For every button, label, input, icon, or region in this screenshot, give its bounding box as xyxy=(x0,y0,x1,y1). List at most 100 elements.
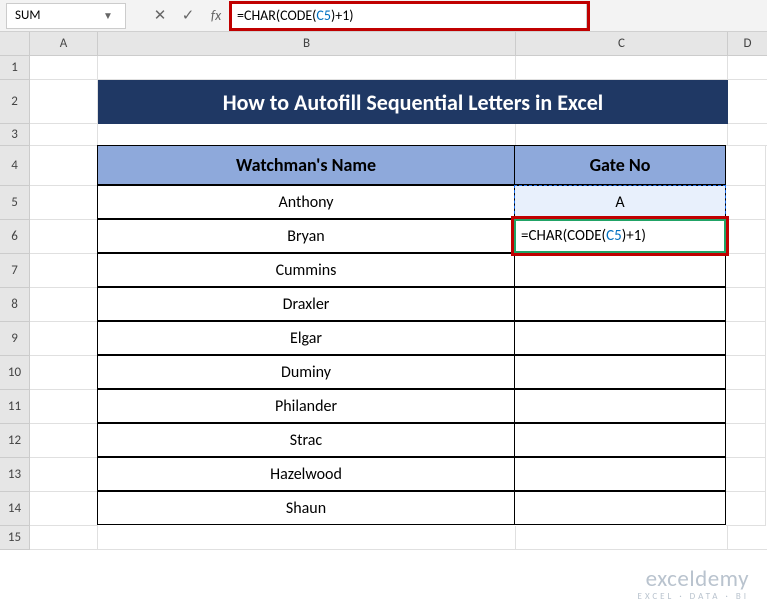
cell-A7[interactable] xyxy=(30,254,98,288)
cell-D2[interactable] xyxy=(728,80,767,124)
row-header-15[interactable]: 15 xyxy=(0,526,30,550)
formula-cancel-button[interactable]: ✕ xyxy=(146,3,174,29)
row-header-7[interactable]: 7 xyxy=(0,254,30,288)
cell-name-12[interactable]: Strac xyxy=(97,423,515,457)
cell-D8[interactable] xyxy=(726,288,766,322)
cell-gate-9[interactable] xyxy=(514,321,726,355)
cell-D5[interactable] xyxy=(726,186,766,220)
cell-gate-7[interactable] xyxy=(514,253,726,287)
cell-A14[interactable] xyxy=(30,492,98,526)
cell-D3[interactable] xyxy=(728,124,767,146)
cell-B15[interactable] xyxy=(98,526,516,550)
watermark: exceldemy EXCEL · DATA · BI xyxy=(638,567,749,602)
cell-D14[interactable] xyxy=(726,492,766,526)
cell-D11[interactable] xyxy=(726,390,766,424)
cell-A12[interactable] xyxy=(30,424,98,458)
cell-A8[interactable] xyxy=(30,288,98,322)
cell-gate-11[interactable] xyxy=(514,389,726,423)
cell-gate-13[interactable] xyxy=(514,457,726,491)
cell-name-13[interactable]: Hazelwood xyxy=(97,457,515,491)
row-header-9[interactable]: 9 xyxy=(0,322,30,356)
header-gate: Gate No xyxy=(514,145,726,185)
row-12: Strac xyxy=(30,424,767,458)
cell-A4[interactable] xyxy=(30,146,98,186)
cell-D4[interactable] xyxy=(726,146,766,186)
row-8: Draxler xyxy=(30,288,767,322)
cell-C3[interactable] xyxy=(516,124,728,146)
row-header-2[interactable]: 2 xyxy=(0,80,30,124)
cell-gate-8[interactable] xyxy=(514,287,726,321)
cell-A6[interactable] xyxy=(30,220,98,254)
row-header-4[interactable]: 4 xyxy=(0,146,30,186)
cell-A2[interactable] xyxy=(30,80,98,124)
cell-A3[interactable] xyxy=(30,124,98,146)
cell-A5[interactable] xyxy=(30,186,98,220)
row-3 xyxy=(30,124,767,146)
cell-gate-12[interactable] xyxy=(514,423,726,457)
select-all-corner[interactable] xyxy=(0,32,30,56)
column-header-B[interactable]: B xyxy=(98,32,516,56)
cell-gate-5[interactable]: A xyxy=(514,185,726,219)
row-header-5[interactable]: 5 xyxy=(0,186,30,220)
row-headers: 123456789101112131415 xyxy=(0,56,30,550)
cell-A9[interactable] xyxy=(30,322,98,356)
cell-A13[interactable] xyxy=(30,458,98,492)
cell-A10[interactable] xyxy=(30,356,98,390)
row-header-6[interactable]: 6 xyxy=(0,220,30,254)
row-15 xyxy=(30,526,767,550)
grid: How to Autofill Sequential Letters in Ex… xyxy=(30,56,767,550)
row-4: Watchman's NameGate No xyxy=(30,146,767,186)
cell-name-7[interactable]: Cummins xyxy=(97,253,515,287)
row-header-12[interactable]: 12 xyxy=(0,424,30,458)
cell-name-8[interactable]: Draxler xyxy=(97,287,515,321)
cell-D13[interactable] xyxy=(726,458,766,492)
formula-bar: SUM ▼ ✕ ✓ fx =CHAR(CODE(C5)+1) xyxy=(0,0,767,32)
row-1 xyxy=(30,56,767,80)
cell-D15[interactable] xyxy=(728,526,767,550)
cell-D6[interactable] xyxy=(726,220,766,254)
column-header-A[interactable]: A xyxy=(30,32,98,56)
formula-input[interactable]: =CHAR(CODE(C5)+1) xyxy=(230,3,587,29)
row-11: Philander xyxy=(30,390,767,424)
name-box[interactable]: SUM ▼ xyxy=(6,3,126,29)
cell-C1[interactable] xyxy=(516,56,728,80)
cell-name-6[interactable]: Bryan xyxy=(97,219,515,253)
row-header-10[interactable]: 10 xyxy=(0,356,30,390)
column-headers: ABCD xyxy=(30,32,767,56)
title-cell: How to Autofill Sequential Letters in Ex… xyxy=(98,80,728,124)
cell-name-14[interactable]: Shaun xyxy=(97,491,515,525)
cell-gate-10[interactable] xyxy=(514,355,726,389)
name-box-value: SUM xyxy=(15,8,40,23)
cell-gate-6[interactable]: =CHAR(CODE(C5)+1) xyxy=(514,219,726,253)
cell-D12[interactable] xyxy=(726,424,766,458)
name-box-dropdown-icon[interactable]: ▼ xyxy=(99,9,117,22)
cell-D9[interactable] xyxy=(726,322,766,356)
cell-name-9[interactable]: Elgar xyxy=(97,321,515,355)
row-header-8[interactable]: 8 xyxy=(0,288,30,322)
cell-name-10[interactable]: Duminy xyxy=(97,355,515,389)
row-header-11[interactable]: 11 xyxy=(0,390,30,424)
row-header-1[interactable]: 1 xyxy=(0,56,30,80)
formula-enter-button[interactable]: ✓ xyxy=(174,3,202,29)
cell-gate-14[interactable] xyxy=(514,491,726,525)
cell-A15[interactable] xyxy=(30,526,98,550)
header-watchman: Watchman's Name xyxy=(97,145,515,185)
cell-name-5[interactable]: Anthony xyxy=(97,185,515,219)
cell-D10[interactable] xyxy=(726,356,766,390)
cell-A1[interactable] xyxy=(30,56,98,80)
cell-B1[interactable] xyxy=(98,56,516,80)
cell-name-11[interactable]: Philander xyxy=(97,389,515,423)
row-header-3[interactable]: 3 xyxy=(0,124,30,146)
row-2: How to Autofill Sequential Letters in Ex… xyxy=(30,80,767,124)
cell-C15[interactable] xyxy=(516,526,728,550)
cell-D1[interactable] xyxy=(728,56,767,80)
row-header-14[interactable]: 14 xyxy=(0,492,30,526)
column-header-C[interactable]: C xyxy=(516,32,728,56)
cell-A11[interactable] xyxy=(30,390,98,424)
cell-D7[interactable] xyxy=(726,254,766,288)
column-header-D[interactable]: D xyxy=(728,32,767,56)
row-header-13[interactable]: 13 xyxy=(0,458,30,492)
row-10: Duminy xyxy=(30,356,767,390)
fx-button[interactable]: fx xyxy=(202,3,230,29)
cell-B3[interactable] xyxy=(98,124,516,146)
